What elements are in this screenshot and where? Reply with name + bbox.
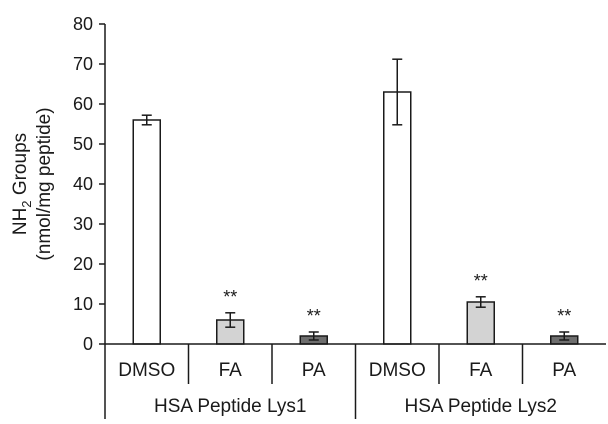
y-tick-label: 50 [73,134,93,154]
y-axis-label: NH2 Groups (nmol/mg peptide) [10,107,55,260]
significance-annotation: ** [223,287,237,307]
y-axis-label-nh: NH [10,208,31,235]
bar-hsa-peptide-lys2-dmso [383,91,412,345]
y-tick-label: 20 [73,254,93,274]
y-tick-label: 10 [73,294,93,314]
significance-annotation: ** [557,306,571,326]
bar-hsa-peptide-lys2-fa [466,301,495,345]
y-tick-label: 70 [73,54,93,74]
bars: ** ** ** ** [132,58,579,345]
x-category-label: DMSO [118,360,175,381]
y-tick-label: 80 [73,14,93,34]
x-group-label: HSA Peptide Lys1 [154,396,306,417]
x-category-label: DMSO [369,360,426,381]
significance-annotation: ** [307,306,321,326]
x-category-label: FA [219,360,243,381]
y-tick-label: 0 [83,334,93,354]
x-category-label: FA [469,360,493,381]
y-axis: 0 10 20 30 40 50 60 70 80 [73,14,106,354]
y-axis-label-rest: Groups [10,133,31,201]
y-tick-label: 40 [73,174,93,194]
bar-hsa-peptide-lys1-fa [216,319,245,345]
y-axis-label-line1: NH2 Groups [10,133,34,235]
y-axis-label-line2: (nmol/mg peptide) [34,107,55,260]
x-group-label: HSA Peptide Lys2 [405,396,557,417]
significance-annotation: ** [474,271,488,291]
x-axis: DMSO FA PA HSA Peptide Lys1 DMSO FA PA HSA Pept… [104,343,606,419]
bar-hsa-peptide-lys1-dmso [132,119,161,345]
x-category-label: PA [552,360,576,381]
y-tick-label: 30 [73,214,93,234]
y-axis-label-subscript: 2 [19,200,34,207]
y-tick-label: 60 [73,94,93,114]
x-category-label: PA [302,360,326,381]
